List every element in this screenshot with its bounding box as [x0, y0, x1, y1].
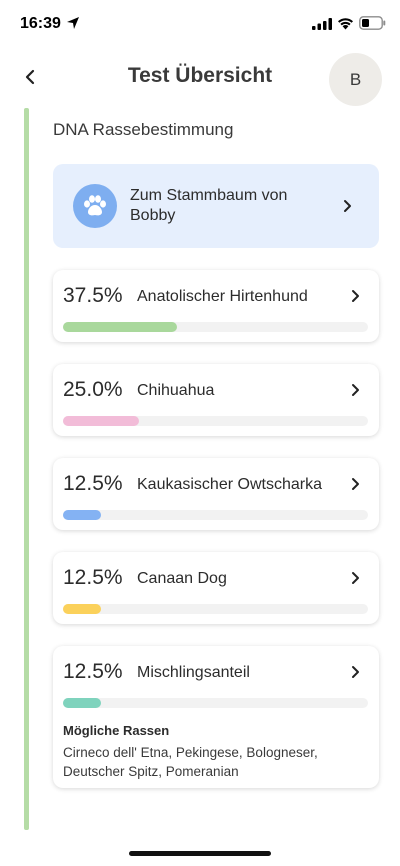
section-title: DNA Rassebestimmung [53, 120, 234, 139]
status-time: 16:39 [20, 15, 61, 32]
breed-percent: 37.5% [63, 284, 123, 307]
breed-progress-fill [63, 416, 140, 426]
chevron-right-icon [352, 666, 359, 678]
breed-card-canaan-dog[interactable]: 12.5% Canaan Dog [53, 552, 379, 624]
avatar-initial: B [349, 69, 362, 89]
breed-progress-track [63, 698, 368, 708]
cellular-signal-icon [312, 18, 332, 30]
chevron-right-icon [352, 478, 359, 490]
breed-progress-fill [63, 604, 102, 614]
breed-progress-fill [63, 698, 102, 708]
breed-card-chihuahua[interactable]: 25.0% Chihuahua [53, 364, 379, 436]
breed-progress-track [63, 322, 368, 332]
breed-card-kaukasischer-owtscharka[interactable]: 12.5% Kaukasischer Owtscharka [53, 458, 379, 530]
breed-percent: 12.5% [63, 472, 123, 495]
avatar[interactable]: B [329, 53, 382, 106]
page-title: Test Übersicht [127, 64, 273, 87]
breed-name: Mischlingsanteil [137, 664, 250, 681]
breed-percent: 12.5% [63, 566, 123, 589]
pedigree-link-label: Zum Stammbaum von Bobby [130, 187, 288, 224]
paw-icon [84, 195, 106, 216]
status-bar: 16:39 [0, 0, 400, 48]
battery-icon [359, 16, 386, 30]
breed-name: Anatolischer Hirtenhund [137, 288, 308, 305]
breed-progress-fill [63, 322, 178, 332]
chevron-right-icon [352, 290, 359, 302]
breed-name: Chihuahua [137, 382, 215, 399]
breed-progress-track [63, 604, 368, 614]
back-button[interactable] [18, 64, 42, 90]
breed-card-anatolischer-hirtenhund[interactable]: 37.5% Anatolischer Hirtenhund [53, 270, 379, 342]
breed-progress-track [63, 416, 368, 426]
breed-card-mischlingsanteil[interactable]: 12.5% Mischlingsanteil Mögliche Rassen C… [53, 646, 379, 788]
breed-name: Kaukasischer Owtscharka [137, 476, 322, 493]
breed-progress-track [63, 510, 368, 520]
paw-icon-badge [73, 184, 117, 228]
possible-breeds-title: Mögliche Rassen [63, 723, 170, 738]
chevron-right-icon [352, 384, 359, 396]
breed-percent: 25.0% [63, 378, 123, 401]
breed-name: Canaan Dog [137, 570, 227, 587]
wifi-icon [338, 18, 353, 30]
location-arrow-icon [67, 17, 79, 29]
timeline-bar [24, 108, 29, 830]
chevron-right-icon [352, 572, 359, 584]
chevron-right-icon [344, 200, 351, 212]
breed-percent: 12.5% [63, 660, 123, 683]
chevron-left-icon [25, 69, 35, 85]
pedigree-link-card[interactable]: Zum Stammbaum von Bobby [53, 164, 379, 248]
home-indicator [129, 851, 271, 856]
possible-breeds-list: Cirneco dell' Etna, Pekingese, Bolognese… [63, 745, 318, 779]
breed-progress-fill [63, 510, 102, 520]
